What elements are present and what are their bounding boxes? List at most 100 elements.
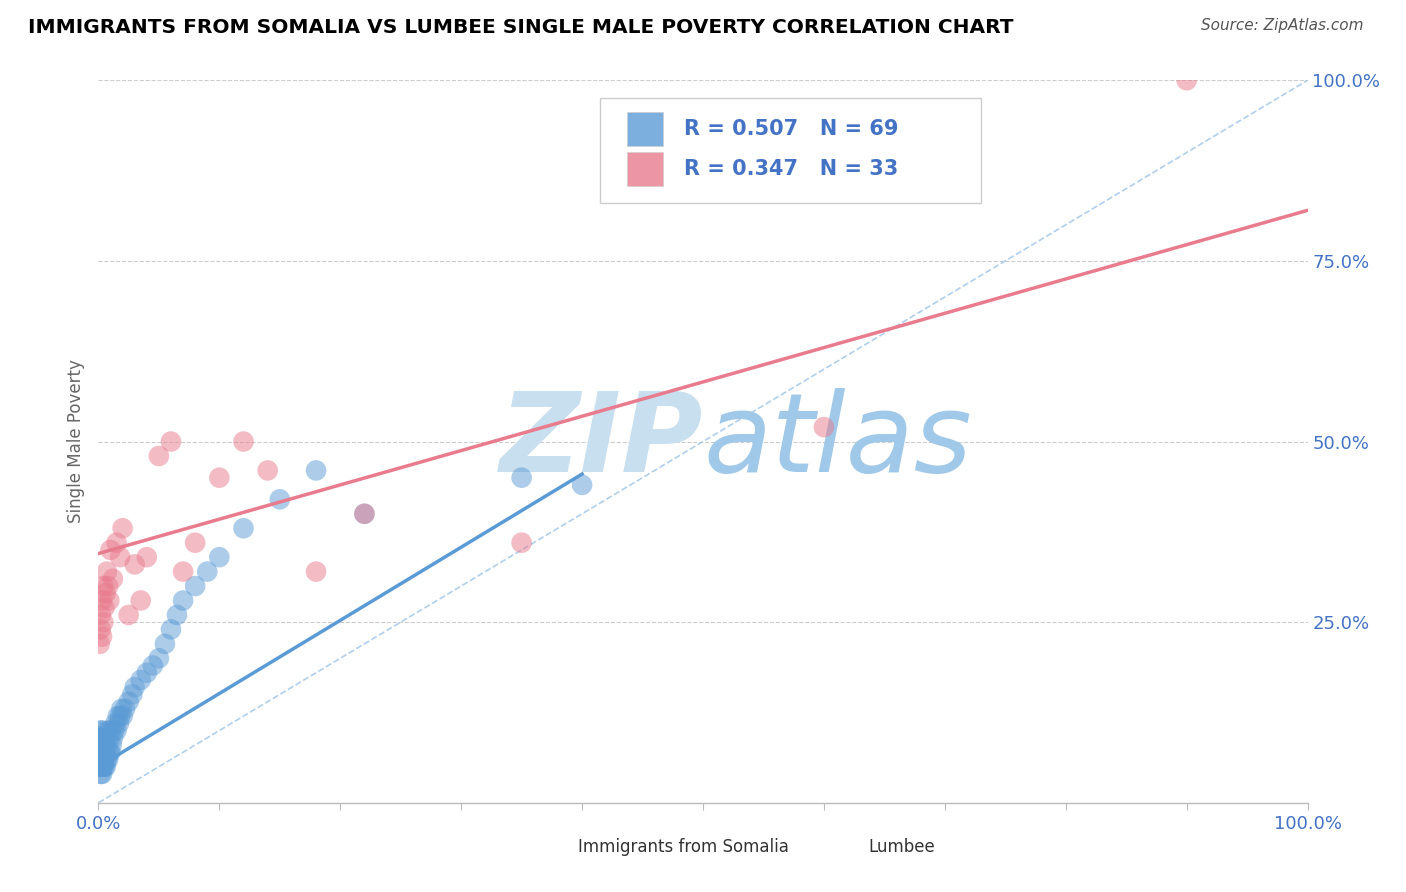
- Text: Immigrants from Somalia: Immigrants from Somalia: [578, 838, 789, 855]
- Point: [124, 680, 146, 694]
- Point: [89, 752, 111, 766]
- Point: [94, 586, 117, 600]
- Point: [1175, 73, 1198, 87]
- Point: [91, 723, 114, 738]
- Point: [90, 752, 112, 766]
- Point: [90, 607, 112, 622]
- Point: [91, 767, 114, 781]
- Point: [93, 745, 115, 759]
- Point: [90, 767, 112, 781]
- Point: [135, 665, 157, 680]
- Point: [103, 723, 125, 738]
- Point: [97, 579, 120, 593]
- FancyBboxPatch shape: [600, 98, 981, 203]
- Point: [93, 752, 115, 766]
- Point: [184, 535, 207, 549]
- Point: [184, 579, 207, 593]
- Point: [232, 434, 254, 449]
- Point: [148, 651, 170, 665]
- Point: [108, 716, 131, 731]
- Point: [101, 572, 124, 586]
- Point: [232, 521, 254, 535]
- Point: [104, 716, 127, 731]
- Point: [96, 752, 118, 766]
- Point: [172, 565, 194, 579]
- Point: [110, 702, 132, 716]
- Point: [91, 745, 114, 759]
- Point: [269, 492, 291, 507]
- Point: [89, 731, 111, 745]
- Point: [98, 745, 121, 759]
- Point: [93, 731, 115, 745]
- Point: [91, 752, 114, 766]
- Point: [90, 745, 112, 759]
- Text: R = 0.507   N = 69: R = 0.507 N = 69: [683, 119, 898, 139]
- Point: [121, 687, 143, 701]
- Point: [94, 745, 117, 759]
- Point: [91, 731, 114, 745]
- Point: [195, 565, 218, 579]
- Point: [108, 550, 131, 565]
- Point: [97, 723, 120, 738]
- Point: [208, 470, 231, 484]
- Point: [256, 463, 278, 477]
- Point: [89, 745, 111, 759]
- Point: [94, 760, 117, 774]
- Text: ZIP: ZIP: [499, 388, 703, 495]
- Point: [124, 558, 146, 572]
- Point: [105, 723, 128, 738]
- Point: [91, 630, 114, 644]
- Point: [93, 760, 115, 774]
- Point: [305, 463, 328, 477]
- Point: [172, 593, 194, 607]
- Point: [98, 731, 121, 745]
- Point: [91, 738, 114, 752]
- Point: [160, 434, 183, 449]
- Point: [166, 607, 188, 622]
- Point: [90, 738, 112, 752]
- Point: [90, 731, 112, 745]
- Point: [107, 709, 129, 723]
- Point: [108, 709, 131, 723]
- Point: [208, 550, 231, 565]
- Point: [91, 760, 114, 774]
- Point: [91, 579, 114, 593]
- FancyBboxPatch shape: [823, 836, 855, 858]
- Point: [90, 623, 112, 637]
- Point: [100, 542, 122, 557]
- Text: atlas: atlas: [703, 388, 972, 495]
- Point: [510, 535, 533, 549]
- Point: [305, 565, 328, 579]
- Point: [96, 565, 118, 579]
- Point: [148, 449, 170, 463]
- Point: [89, 738, 111, 752]
- Point: [142, 658, 165, 673]
- Point: [91, 752, 114, 766]
- Point: [90, 723, 112, 738]
- Point: [111, 521, 134, 535]
- Point: [91, 738, 114, 752]
- Point: [105, 535, 128, 549]
- Point: [118, 607, 141, 622]
- Text: R = 0.347   N = 33: R = 0.347 N = 33: [683, 159, 898, 178]
- Point: [89, 637, 111, 651]
- FancyBboxPatch shape: [533, 836, 565, 858]
- Point: [91, 593, 114, 607]
- Point: [135, 550, 157, 565]
- Point: [114, 702, 136, 716]
- Point: [90, 760, 112, 774]
- Point: [98, 593, 121, 607]
- Point: [100, 723, 122, 738]
- Point: [813, 420, 835, 434]
- Point: [160, 623, 183, 637]
- Point: [129, 593, 152, 607]
- Point: [93, 600, 115, 615]
- Point: [91, 615, 114, 630]
- Point: [100, 738, 122, 752]
- Text: Source: ZipAtlas.com: Source: ZipAtlas.com: [1201, 18, 1364, 33]
- Point: [153, 637, 176, 651]
- Point: [91, 760, 114, 774]
- Point: [353, 507, 375, 521]
- Point: [91, 745, 114, 759]
- Point: [89, 760, 111, 774]
